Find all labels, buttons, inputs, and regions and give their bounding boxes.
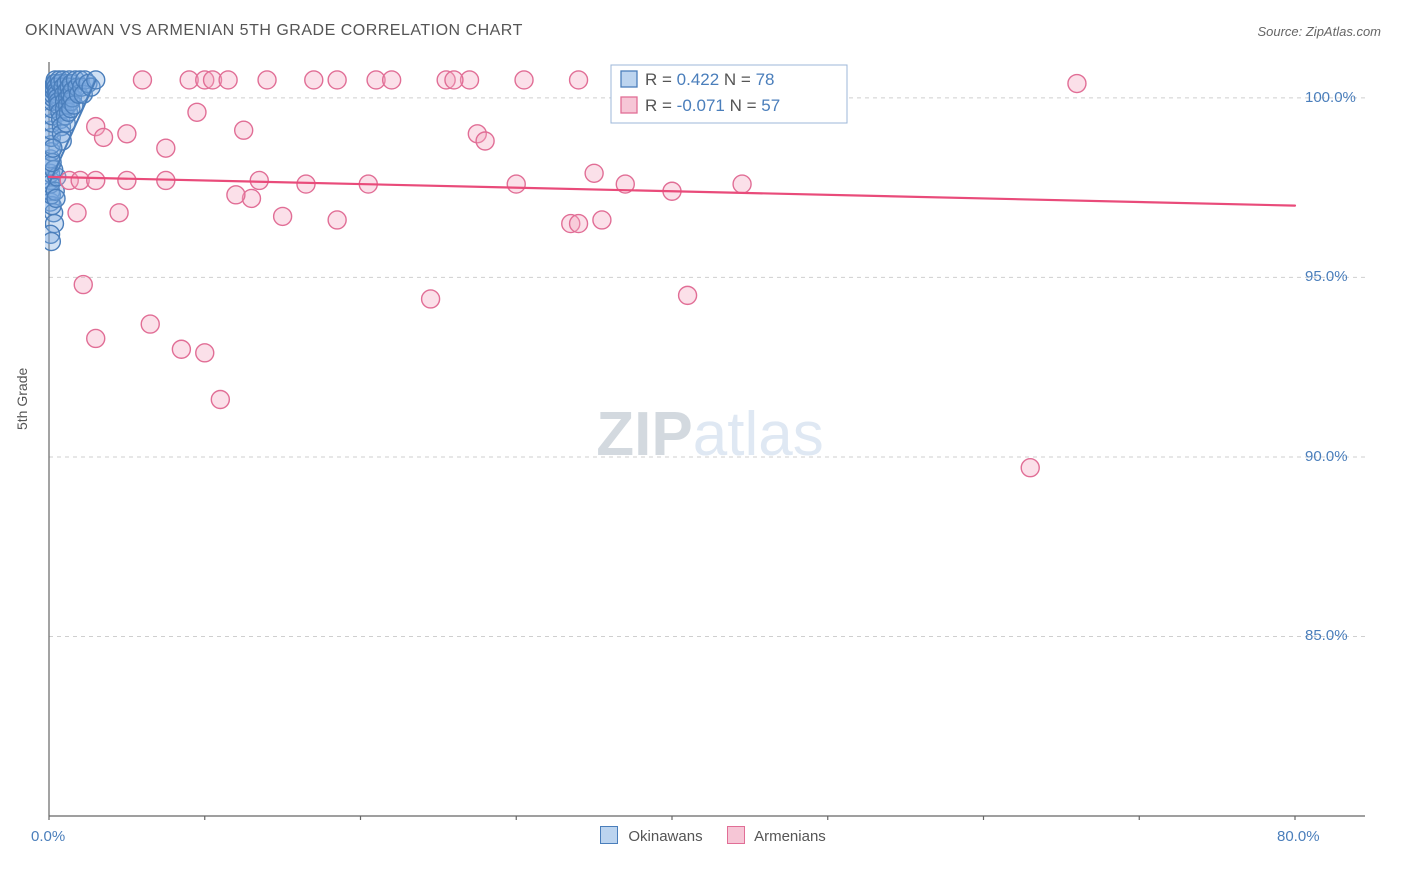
legend-swatch-okinawans (600, 826, 618, 844)
y-axis-tick-labels: 85.0% 90.0% 95.0% 100.0% (1290, 60, 1380, 820)
chart-title: OKINAWAN VS ARMENIAN 5TH GRADE CORRELATI… (25, 22, 523, 39)
y-tick-label: 100.0% (1305, 89, 1356, 106)
svg-text:R = 0.422 N = 78: R = 0.422 N = 78 (645, 70, 775, 89)
legend-bottom: Okinawans Armenians (0, 826, 1406, 845)
source-label: Source: ZipAtlas.com (1257, 24, 1381, 39)
legend-label-okinawans: Okinawans (628, 828, 702, 845)
svg-text:ZIPatlas: ZIPatlas (596, 400, 823, 469)
y-tick-label: 90.0% (1305, 448, 1348, 465)
legend-label-armenians: Armenians (754, 828, 826, 845)
y-tick-label: 95.0% (1305, 268, 1348, 285)
y-tick-label: 85.0% (1305, 627, 1348, 644)
plot-area: ZIPatlas R = 0.422 N = 78 R = -0.071 N = 5… (45, 60, 1375, 820)
svg-text:R = -0.071 N = 57: R = -0.071 N = 57 (645, 96, 780, 115)
legend-swatch-armenians (727, 826, 745, 844)
y-axis-label: 5th Grade (14, 368, 30, 430)
